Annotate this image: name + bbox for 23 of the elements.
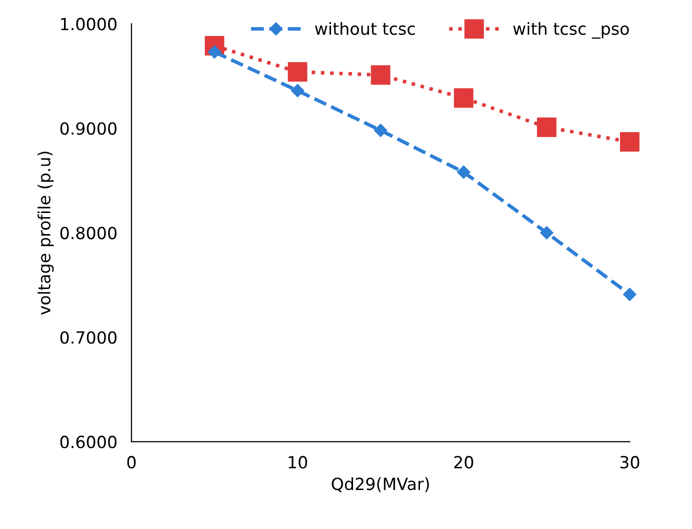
y-axis-title: voltage profile (p.u) bbox=[38, 152, 54, 315]
point bbox=[374, 124, 388, 137]
point bbox=[623, 288, 636, 301]
legend-label: without tcsc bbox=[315, 22, 415, 35]
y-tick-label: 0.8000 bbox=[60, 226, 116, 240]
y-tick-label: 0.7000 bbox=[60, 331, 116, 344]
legend-label: with tcsc _pso bbox=[513, 22, 629, 39]
x-tick-label: 0 bbox=[127, 456, 136, 469]
x-axis-title: Qd29(MVar) bbox=[332, 477, 429, 492]
y-tick-label: 0.9000 bbox=[60, 122, 116, 135]
point bbox=[370, 65, 390, 85]
point bbox=[620, 132, 640, 152]
point bbox=[540, 226, 554, 240]
point bbox=[454, 88, 474, 108]
point bbox=[290, 84, 304, 98]
x-tick-label: 20 bbox=[454, 456, 474, 469]
y-tick-label: 1.0000 bbox=[61, 18, 116, 30]
x-tick-label: 10 bbox=[288, 456, 308, 469]
point bbox=[536, 118, 556, 137]
y-tick-label: 0.6000 bbox=[60, 436, 116, 448]
point bbox=[288, 62, 308, 82]
point bbox=[457, 166, 470, 179]
x-tick-label: 30 bbox=[620, 456, 640, 469]
